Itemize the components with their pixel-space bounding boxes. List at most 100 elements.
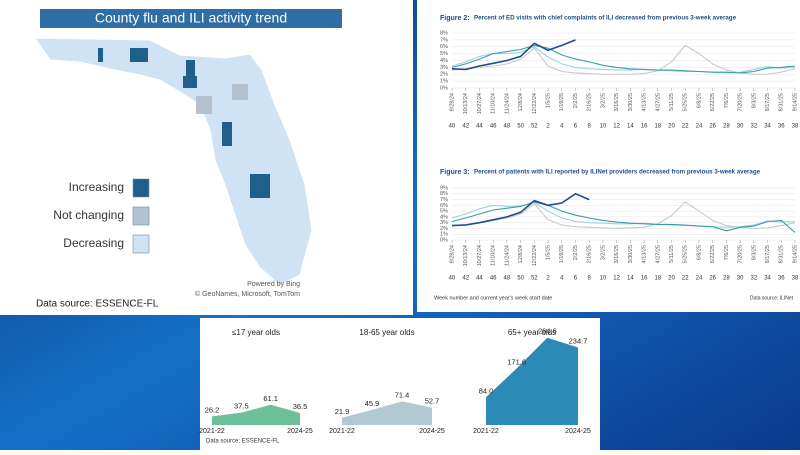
value-label: 36.5	[293, 402, 308, 411]
week-label: 30	[737, 276, 744, 282]
x-tick-label: 3/2/25	[600, 245, 606, 260]
legend-label: Decreasing	[63, 236, 124, 250]
x-tick-label: 11/24/24	[504, 245, 510, 266]
week-label: 32	[750, 124, 757, 130]
week-label: 12	[613, 124, 620, 130]
x-tick-label: 9/14/25	[792, 93, 798, 111]
x-tick-label: 2/2/25	[573, 245, 579, 260]
x-tick-label: 2/16/25	[587, 93, 593, 111]
x-tick-label: 2/16/25	[587, 245, 593, 263]
figure-label: Figure 3:	[440, 169, 470, 176]
series-line	[451, 201, 796, 228]
map-title-bar	[40, 9, 342, 28]
y-tick-label: 4%	[440, 58, 448, 64]
week-label: 26	[709, 124, 716, 130]
x-tick-label: 8/17/25	[765, 245, 771, 263]
x-tick-label: 3/16/25	[614, 245, 620, 263]
week-label: 20	[668, 276, 675, 282]
y-tick-label: 3%	[440, 65, 448, 71]
x-tick-label: 8/31/25	[779, 245, 785, 263]
x-tick-label: 9/29/24	[449, 245, 455, 263]
series-line	[451, 39, 576, 71]
week-label: 26	[709, 276, 716, 282]
week-label: 14	[627, 124, 634, 130]
value-label: 52.7	[425, 397, 440, 406]
chart-title: 18-65 year olds	[359, 328, 414, 337]
county	[130, 48, 148, 62]
week-label: 34	[764, 276, 771, 282]
week-label: 6	[574, 124, 578, 130]
x-tick-label: 3/2/25	[600, 93, 606, 108]
week-label: 18	[654, 124, 661, 130]
week-label: 34	[764, 124, 771, 130]
x-tick-label: 12/8/24	[518, 245, 524, 263]
week-label: 50	[517, 276, 524, 282]
y-tick-label: 2%	[440, 226, 448, 232]
county	[186, 60, 195, 76]
week-label: 30	[737, 124, 744, 130]
x-tick-label: 2024-25	[287, 428, 313, 435]
value-label: 234.7	[569, 337, 588, 346]
x-tick-label: 5/11/25	[669, 245, 675, 263]
week-label: 2	[546, 276, 550, 282]
value-label: 264.6	[538, 327, 557, 336]
x-tick-label: 5/25/25	[683, 93, 689, 111]
x-tick-label: 10/27/24	[477, 93, 483, 114]
week-label: 20	[668, 124, 675, 130]
week-label: 4	[560, 124, 564, 130]
week-label: 16	[641, 276, 648, 282]
x-tick-label: 1/19/25	[559, 93, 565, 111]
value-label: 61.1	[263, 394, 278, 403]
value-label: 84.0	[479, 386, 494, 395]
week-label: 18	[654, 276, 661, 282]
week-label: 46	[490, 276, 497, 282]
x-tick-label: 4/27/25	[655, 93, 661, 111]
series-line	[451, 192, 590, 227]
week-label: 40	[449, 124, 456, 130]
series-line	[451, 44, 796, 74]
week-label: 32	[750, 276, 757, 282]
figure-source: Data source: ILINet	[750, 295, 794, 301]
value-label: 26.2	[205, 405, 220, 414]
x-tick-label: 7/20/25	[738, 245, 744, 263]
x-tick-label: 5/25/25	[683, 245, 689, 263]
week-label: 40	[449, 276, 456, 282]
x-tick-label: 12/22/24	[532, 93, 538, 114]
week-label: 2	[546, 124, 550, 130]
x-tick-label: 9/29/24	[449, 93, 455, 111]
y-tick-label: 3%	[440, 220, 448, 226]
x-tick-label: 2024-25	[419, 428, 445, 435]
value-label: 45.9	[365, 399, 380, 408]
x-tick-label: 6/8/25	[696, 93, 702, 108]
week-label: 48	[504, 124, 511, 130]
x-axis-label: Week number and current year's week star…	[434, 295, 552, 301]
value-label: 21.9	[335, 407, 350, 416]
y-tick-label: 8%	[440, 30, 448, 36]
week-label: 44	[476, 276, 483, 282]
y-tick-label: 7%	[440, 197, 448, 203]
county	[183, 76, 197, 88]
y-tick-label: 8%	[440, 191, 448, 197]
week-label: 12	[613, 276, 620, 282]
week-label: 22	[682, 276, 689, 282]
week-label: 36	[778, 276, 785, 282]
x-tick-label: 3/16/25	[614, 93, 620, 111]
week-label: 16	[641, 124, 648, 130]
week-label: 48	[504, 276, 511, 282]
y-tick-label: 6%	[440, 203, 448, 209]
x-tick-label: 7/6/25	[724, 93, 730, 108]
y-tick-label: 2%	[440, 72, 448, 78]
week-label: 28	[723, 124, 730, 130]
week-label: 10	[600, 124, 607, 130]
week-label: 52	[531, 124, 538, 130]
week-label: 8	[588, 124, 592, 130]
legend-swatch	[132, 234, 150, 254]
x-tick-label: 2021-22	[199, 428, 225, 435]
x-tick-label: 1/19/25	[559, 245, 565, 263]
x-tick-label: 4/27/25	[655, 245, 661, 263]
figure-title: Percent of ED visits with chief complain…	[474, 15, 737, 22]
week-label: 42	[462, 124, 469, 130]
map-credit: © GeoNames, Microsoft, TomTom	[195, 290, 300, 298]
x-tick-label: 2024-25	[565, 428, 591, 435]
